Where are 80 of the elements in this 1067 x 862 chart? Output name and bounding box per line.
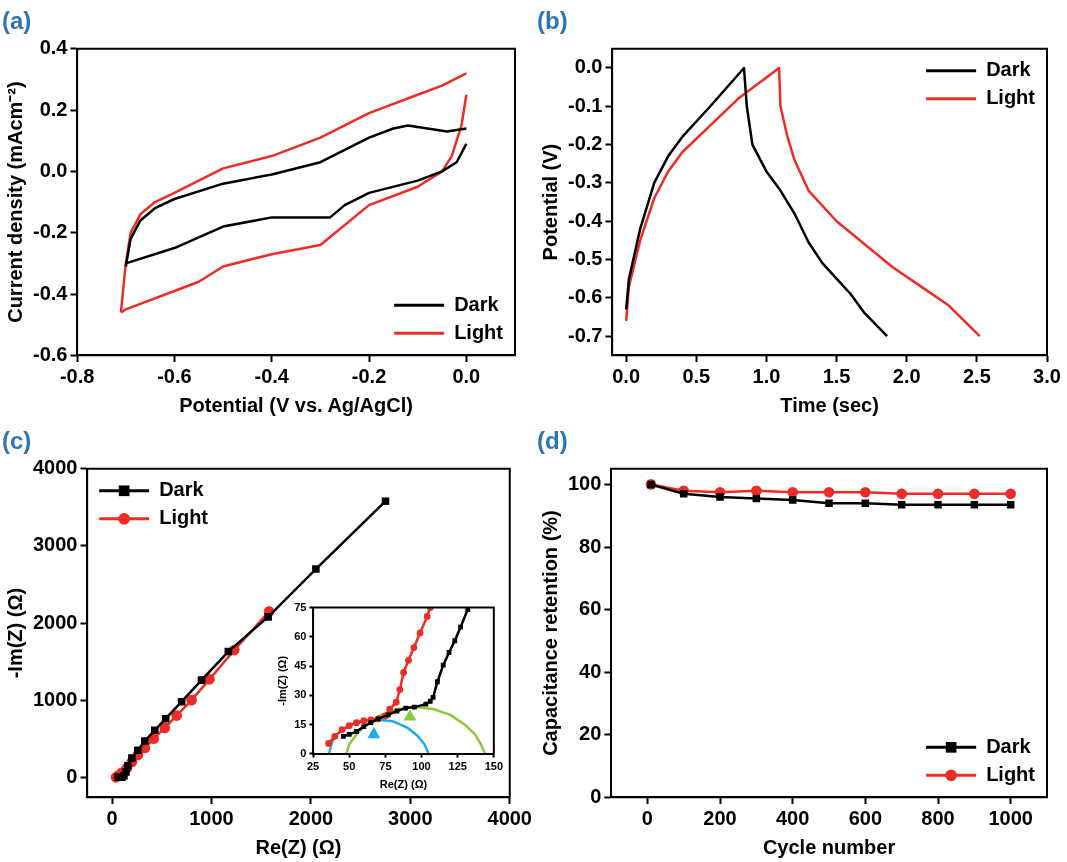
y-axis-title: -Im(Z) (Ω) xyxy=(3,587,26,679)
x-tick-label: 75 xyxy=(379,760,392,773)
chart-title: (d) xyxy=(537,427,568,455)
x-tick-label: 3000 xyxy=(388,806,433,829)
y-tick-label: 60 xyxy=(294,629,307,642)
x-tick-label: 600 xyxy=(848,806,883,829)
x-tick-label: -0.2 xyxy=(351,364,387,387)
x-axis-title: Cycle number xyxy=(762,835,896,858)
y-tick-label: -0.4 xyxy=(32,281,69,304)
y-tick-label: 0.2 xyxy=(39,97,68,120)
y-axis-title: Potential (V) xyxy=(538,143,561,261)
chart-title: (b) xyxy=(537,7,568,35)
x-tick-label: 0.0 xyxy=(612,364,641,387)
y-tick-label: -0.3 xyxy=(567,170,603,193)
y-axis-title: Capacitance retention (%) xyxy=(538,510,561,756)
x-tick-label: 0.5 xyxy=(682,364,711,387)
y-tick-label: 75 xyxy=(294,600,307,613)
x-axis-title: Potential (V vs. Ag/AgCl) xyxy=(179,393,413,416)
legend-label: Light xyxy=(159,506,209,529)
x-axis-title: Re(Z) (Ω) xyxy=(379,778,428,791)
x-tick-label: 0 xyxy=(641,806,653,829)
chart-title: (c) xyxy=(2,427,32,455)
x-tick-label: 100 xyxy=(412,760,431,773)
x-tick-label: 0 xyxy=(106,806,118,829)
legend-label: Dark xyxy=(159,478,205,501)
x-tick-label: 200 xyxy=(703,806,737,829)
y-tick-label: -0.2 xyxy=(567,132,603,155)
legend-label: Light xyxy=(986,762,1036,785)
legend-label: Dark xyxy=(454,292,500,315)
x-tick-label: 1000 xyxy=(988,806,1033,829)
x-tick-label: 3.0 xyxy=(1033,364,1061,387)
x-tick-label: -0.4 xyxy=(254,364,290,387)
x-axis-title: Time (sec) xyxy=(780,393,879,416)
x-tick-label: 150 xyxy=(484,760,503,773)
x-tick-label: -0.8 xyxy=(59,364,95,387)
legend-label: Light xyxy=(986,86,1036,109)
y-tick-label: 4000 xyxy=(32,456,78,479)
y-tick-label: 15 xyxy=(294,717,307,730)
x-tick-label: 400 xyxy=(776,806,810,829)
chart-title: (a) xyxy=(2,7,32,35)
y-tick-label: 0.0 xyxy=(574,55,603,78)
y-tick-label: 0.4 xyxy=(39,36,69,59)
y-tick-label: 100 xyxy=(567,471,602,494)
x-tick-label: 1000 xyxy=(189,806,234,829)
y-tick-label: 3000 xyxy=(32,533,78,556)
y-tick-label: 80 xyxy=(579,534,602,557)
x-tick-label: 0.0 xyxy=(452,364,481,387)
y-tick-label: 60 xyxy=(579,597,602,620)
x-tick-label: 800 xyxy=(921,806,955,829)
x-tick-label: 2.0 xyxy=(892,364,921,387)
y-tick-label: 40 xyxy=(579,659,602,682)
y-tick-label: -0.6 xyxy=(32,342,68,365)
y-tick-label: -0.4 xyxy=(567,208,604,231)
y-tick-label: 2000 xyxy=(32,610,78,633)
y-tick-label: 30 xyxy=(294,688,307,701)
y-tick-label: -0.7 xyxy=(567,323,603,346)
y-tick-label: 45 xyxy=(294,659,307,672)
y-tick-label: 0 xyxy=(300,746,307,759)
x-tick-label: 4000 xyxy=(487,806,532,829)
y-axis-title: Current density (mAcm⁻²) xyxy=(3,81,26,323)
y-tick-label: -0.5 xyxy=(567,247,603,270)
legend-label: Light xyxy=(454,320,504,343)
legend-label: Dark xyxy=(986,58,1032,81)
y-tick-label: 1000 xyxy=(32,687,78,710)
y-tick-label: -0.6 xyxy=(567,285,603,308)
x-tick-label: 50 xyxy=(343,760,356,773)
y-tick-label: 0 xyxy=(590,784,602,807)
y-tick-label: -0.1 xyxy=(567,93,603,116)
y-tick-label: 0.0 xyxy=(39,158,68,181)
y-tick-label: 20 xyxy=(579,722,602,745)
y-tick-label: -0.2 xyxy=(32,220,68,243)
x-tick-label: 1.5 xyxy=(822,364,851,387)
x-tick-label: 125 xyxy=(448,760,467,773)
legend-label: Dark xyxy=(986,734,1032,757)
y-axis-title: -Im(Z) (Ω) xyxy=(275,655,288,706)
x-axis-title: Re(Z) (Ω) xyxy=(255,835,342,858)
x-tick-label: -0.6 xyxy=(157,364,192,387)
x-tick-label: 2.5 xyxy=(962,364,991,387)
x-tick-label: 25 xyxy=(306,760,320,773)
x-tick-label: 1.0 xyxy=(752,364,781,387)
